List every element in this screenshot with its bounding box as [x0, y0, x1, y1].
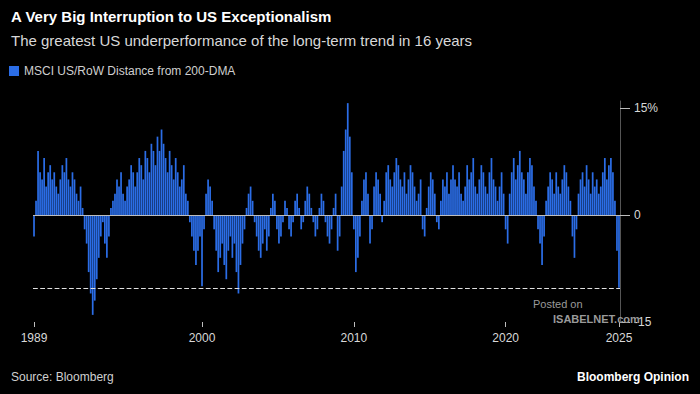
svg-text:MSCI US/RoW Distance from 200-: MSCI US/RoW Distance from 200-DMA	[24, 64, 235, 78]
svg-text:A Very Big Interruption to US: A Very Big Interruption to US Exceptiona…	[11, 8, 331, 25]
svg-text:2020: 2020	[492, 331, 519, 345]
svg-text:Posted on: Posted on	[533, 298, 583, 310]
svg-text:2025: 2025	[606, 331, 633, 345]
svg-text:The greatest US underperforman: The greatest US underperformance of the …	[11, 32, 472, 49]
svg-text:Bloomberg Opinion: Bloomberg Opinion	[577, 370, 689, 384]
svg-text:15%: 15%	[634, 101, 658, 115]
svg-text:2000: 2000	[189, 331, 216, 345]
svg-text:Source: Bloomberg: Source: Bloomberg	[11, 370, 114, 384]
svg-text:ISABELNET.com: ISABELNET.com	[553, 313, 640, 325]
svg-text:1989: 1989	[21, 331, 48, 345]
svg-text:0: 0	[634, 208, 641, 222]
svg-text:-15: -15	[634, 315, 652, 329]
svg-text:2010: 2010	[340, 331, 367, 345]
